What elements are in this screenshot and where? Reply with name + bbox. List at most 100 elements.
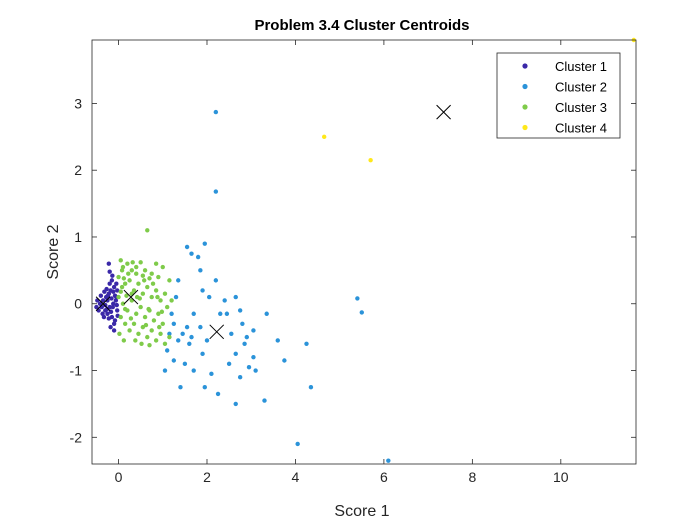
data-point-cluster-2	[246, 364, 252, 370]
data-point-cluster-3	[134, 294, 140, 300]
data-point-cluster-1	[114, 281, 119, 286]
data-point-cluster-3	[169, 298, 174, 303]
data-point-cluster-3	[162, 341, 168, 347]
data-point-cluster-3	[136, 281, 141, 286]
data-point-cluster-1	[98, 293, 104, 298]
data-point-cluster-2	[253, 368, 258, 373]
data-point-cluster-3	[143, 322, 149, 328]
legend-label: Cluster 1	[555, 59, 607, 74]
data-point-cluster-2	[222, 298, 227, 303]
data-point-cluster-2	[204, 338, 210, 343]
data-point-cluster-2	[213, 109, 219, 115]
data-point-cluster-3	[120, 264, 126, 270]
data-point-cluster-3	[141, 278, 147, 283]
data-point-cluster-3	[167, 334, 172, 340]
data-point-cluster-3	[121, 338, 127, 343]
data-point-cluster-3	[149, 294, 154, 300]
data-point-cluster-1	[111, 301, 116, 306]
data-point-cluster-3	[140, 273, 146, 278]
data-point-cluster-3	[118, 314, 123, 320]
data-point-cluster-3	[145, 228, 150, 233]
data-point-cluster-2	[251, 328, 256, 333]
data-point-cluster-2	[202, 385, 207, 390]
data-point-cluster-2	[187, 341, 192, 347]
data-point-cluster-3	[147, 276, 152, 281]
data-point-cluster-2	[213, 189, 219, 194]
data-point-cluster-3	[134, 271, 139, 276]
data-point-cluster-3	[149, 271, 154, 276]
data-point-cluster-2	[182, 361, 188, 367]
data-point-cluster-1	[106, 316, 112, 321]
data-point-cluster-3	[151, 318, 157, 323]
legend-marker	[522, 83, 528, 90]
data-point-cluster-3	[131, 288, 137, 293]
data-point-cluster-3	[145, 334, 150, 340]
data-point-cluster-2	[198, 324, 203, 330]
data-point-cluster-2	[233, 294, 238, 300]
data-point-cluster-2	[200, 288, 205, 293]
data-point-cluster-3	[121, 276, 127, 281]
data-point-cluster-3	[116, 274, 121, 280]
data-point-cluster-2	[191, 368, 196, 373]
data-point-cluster-3	[158, 298, 163, 303]
data-point-cluster-2	[198, 268, 203, 273]
data-point-cluster-3	[155, 294, 160, 300]
data-point-cluster-1	[100, 311, 105, 316]
data-point-cluster-3	[122, 306, 128, 312]
data-point-cluster-3	[127, 328, 132, 333]
y-axis-label: Score 2	[45, 224, 62, 279]
data-point-cluster-3	[127, 278, 132, 283]
data-point-cluster-2	[237, 375, 243, 380]
data-point-cluster-3	[130, 260, 135, 265]
data-point-cluster-2	[224, 311, 230, 316]
y-axis-ticks: -2 -1 0 1 2 3	[70, 95, 636, 445]
y-tick-label: -1	[70, 363, 83, 379]
data-point-cluster-1	[111, 328, 117, 333]
centroid-marker	[436, 104, 451, 120]
y-tick-label: 3	[74, 95, 82, 111]
data-point-cluster-3	[153, 288, 159, 293]
points-layer	[94, 37, 636, 463]
data-point-cluster-1	[105, 293, 111, 298]
x-tick-label: 0	[115, 469, 123, 485]
data-point-cluster-3	[164, 304, 170, 310]
data-point-cluster-1	[94, 304, 99, 310]
data-point-cluster-3	[125, 261, 130, 266]
data-point-cluster-1	[104, 306, 110, 312]
data-point-cluster-2	[171, 358, 177, 363]
data-point-cluster-2	[233, 351, 238, 357]
data-point-cluster-3	[142, 268, 148, 273]
data-point-cluster-3	[167, 278, 172, 283]
x-tick-label: 2	[203, 469, 211, 485]
data-point-cluster-3	[122, 321, 128, 326]
x-axis-label: Score 1	[334, 503, 389, 520]
data-point-cluster-2	[218, 311, 223, 316]
data-point-cluster-1	[107, 269, 112, 274]
data-point-cluster-2	[162, 368, 168, 373]
data-point-cluster-3	[149, 328, 154, 333]
data-point-cluster-3	[138, 260, 143, 265]
x-axis-ticks: 0 2 4 6 8 10	[115, 40, 569, 485]
data-point-cluster-3	[145, 284, 150, 290]
data-point-cluster-1	[110, 304, 115, 310]
data-point-cluster-3	[136, 331, 141, 336]
data-point-cluster-1	[107, 281, 112, 286]
data-point-cluster-3	[158, 331, 163, 336]
data-point-cluster-2	[195, 254, 201, 260]
data-point-cluster-3	[140, 291, 146, 296]
data-point-cluster-3	[117, 331, 122, 336]
data-point-cluster-1	[109, 296, 114, 301]
data-point-cluster-2	[233, 401, 238, 407]
data-point-cluster-2	[202, 241, 207, 246]
data-point-cluster-2	[200, 351, 205, 357]
data-point-cluster-2	[237, 308, 243, 313]
data-point-cluster-3	[119, 284, 125, 290]
legend-marker	[522, 104, 528, 110]
centroids-layer	[95, 104, 451, 340]
legend-marker	[522, 63, 528, 69]
legend-box	[496, 52, 621, 139]
data-point-cluster-2	[262, 398, 267, 403]
centroid-stroke	[436, 104, 451, 120]
data-point-cluster-1	[101, 314, 107, 320]
